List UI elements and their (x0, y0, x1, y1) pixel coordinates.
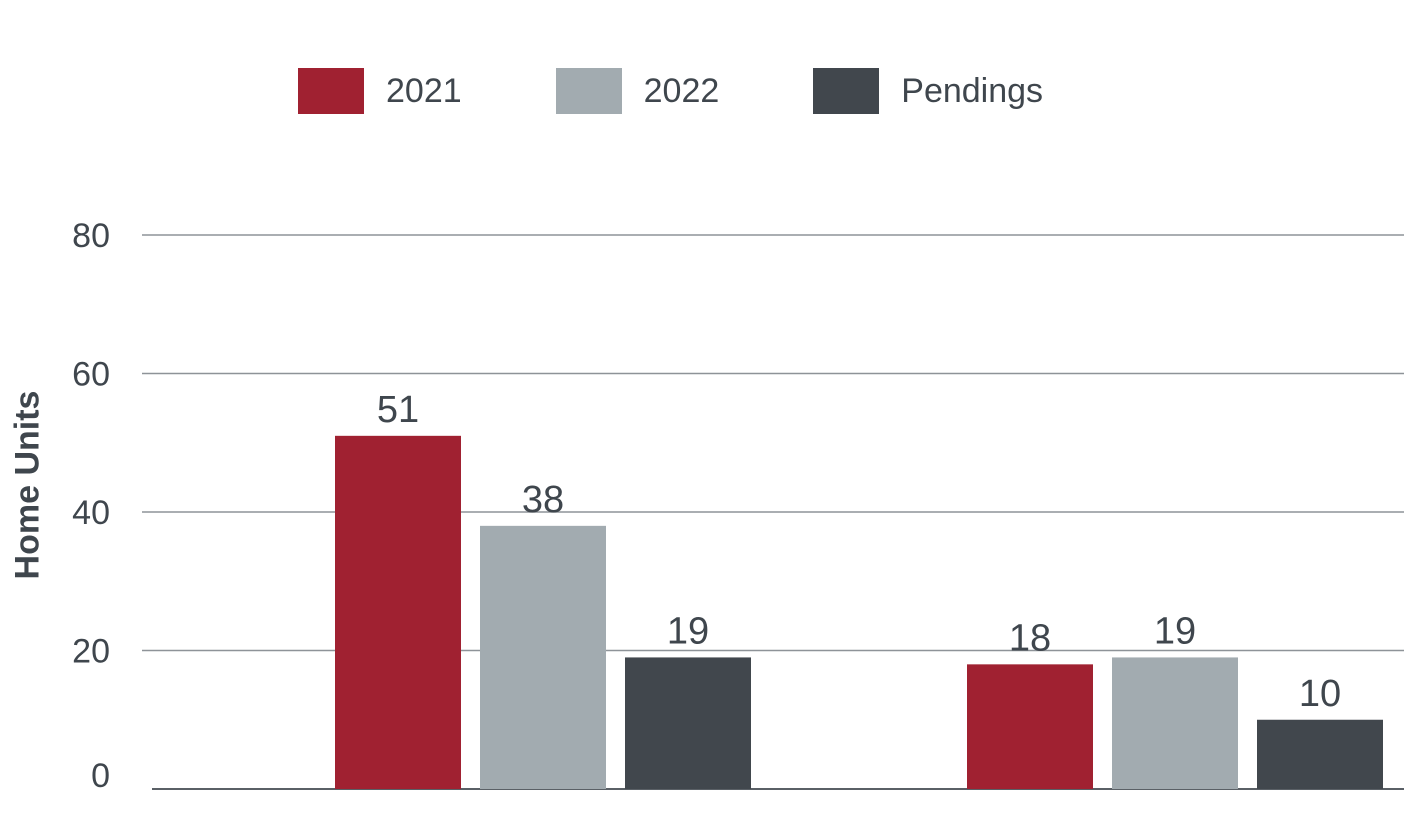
legend-item-pendings: Pendings (813, 68, 1043, 114)
bar-2022-group-1 (480, 525, 606, 789)
data-label-2021-group-1: 51 (377, 389, 419, 431)
data-label-2021-group-2: 18 (1009, 617, 1051, 659)
bar-2022-group-2 (1112, 657, 1238, 789)
y-tick-label-60: 60 (72, 356, 110, 394)
data-label-2022-group-2: 19 (1154, 610, 1196, 652)
bar-2021-group-2 (967, 664, 1093, 789)
y-tick-label-80: 80 (72, 217, 110, 255)
y-tick-label-40: 40 (72, 494, 110, 532)
y-tick-label-20: 20 (72, 633, 110, 671)
legend-label-2021: 2021 (386, 71, 462, 110)
bar-pendings-group-2 (1257, 719, 1383, 789)
legend-swatch-2022 (555, 68, 622, 114)
legend-item-2022: 2022 (555, 68, 720, 114)
bar-pendings-group-1 (625, 657, 751, 789)
legend-item-2021: 2021 (298, 68, 462, 114)
data-label-pendings-group-2: 10 (1299, 673, 1341, 715)
legend: 2021 2022 Pendings (298, 68, 1137, 114)
legend-swatch-pendings (813, 68, 880, 114)
bar-2021-group-1 (335, 435, 461, 789)
legend-swatch-2021 (298, 68, 364, 114)
y-tick-label-0: 0 (91, 757, 110, 795)
data-label-2022-group-1: 38 (522, 479, 564, 521)
legend-label-2022: 2022 (643, 71, 720, 110)
legend-label-pendings: Pendings (901, 71, 1044, 110)
data-label-pendings-group-1: 19 (667, 610, 709, 652)
